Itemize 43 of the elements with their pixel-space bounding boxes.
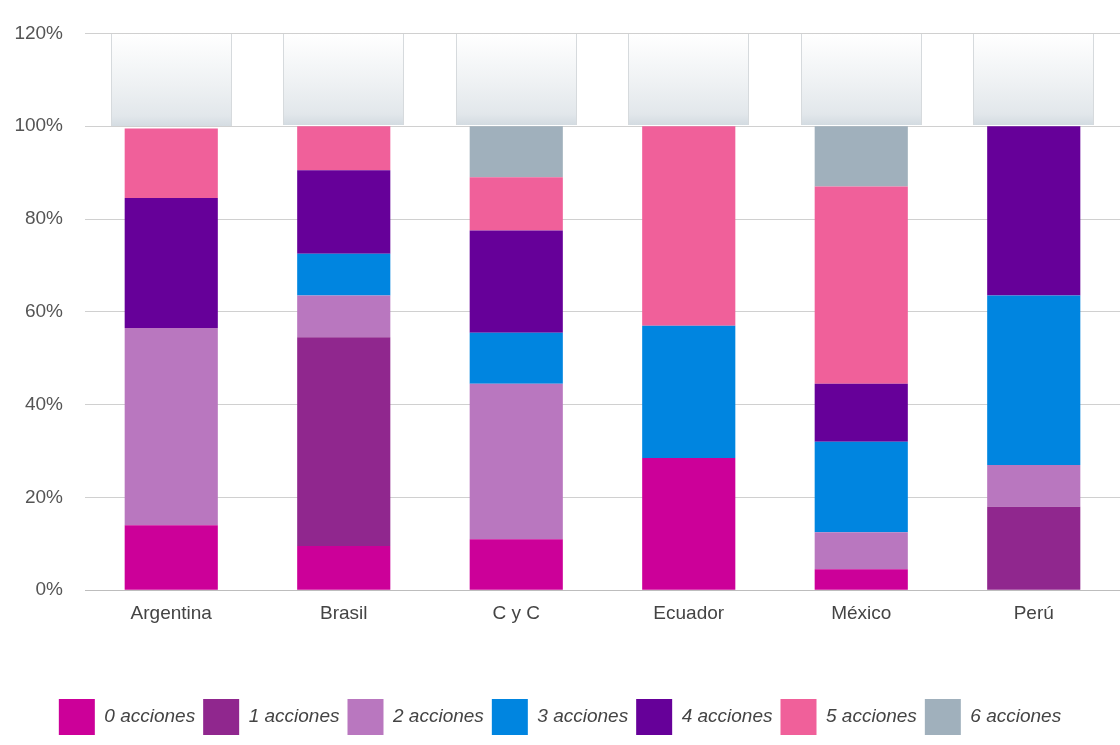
x-tick-label: Argentina xyxy=(130,601,213,623)
bar xyxy=(987,464,1081,507)
bar xyxy=(297,337,391,547)
bar xyxy=(814,441,908,533)
bar xyxy=(642,457,736,590)
bar xyxy=(469,539,563,590)
bar xyxy=(124,525,218,590)
y-tick-label: 20% xyxy=(24,485,64,507)
legend-label: 2 acciones xyxy=(392,705,485,727)
bar xyxy=(987,506,1081,590)
x-tick-label: México xyxy=(831,601,892,623)
y-tick-label: 40% xyxy=(24,392,64,414)
bar xyxy=(124,198,218,329)
bar xyxy=(297,546,391,590)
x-tick-label: C y C xyxy=(492,601,540,623)
bar xyxy=(814,383,908,442)
y-tick-label: 60% xyxy=(24,300,64,322)
y-tick-label: 100% xyxy=(14,114,64,136)
bar xyxy=(814,569,908,590)
bar xyxy=(469,177,563,231)
bar xyxy=(469,332,563,384)
x-tick-label: Ecuador xyxy=(653,601,725,623)
bar xyxy=(987,295,1081,465)
y-tick-label: 120% xyxy=(14,21,64,43)
y-tick-label: 0% xyxy=(35,578,64,600)
x-tick-label: Perú xyxy=(1013,601,1054,623)
legend-label: 5 acciones xyxy=(826,705,918,727)
legend-label: 1 acciones xyxy=(248,705,340,727)
bar xyxy=(297,295,391,338)
bar xyxy=(297,170,391,254)
legend-label: 4 acciones xyxy=(681,705,773,727)
bar xyxy=(814,186,908,384)
bar xyxy=(124,328,218,526)
bar xyxy=(469,230,563,333)
legend-label: 6 acciones xyxy=(970,705,1062,727)
legend-label: 3 acciones xyxy=(537,705,629,727)
legend-label: 0 acciones xyxy=(104,705,196,727)
bar xyxy=(297,253,391,296)
bar xyxy=(642,325,736,458)
x-tick-label: Brasil xyxy=(319,601,368,623)
bar xyxy=(814,532,908,570)
bar xyxy=(469,383,563,540)
y-tick-label: 80% xyxy=(24,207,64,229)
